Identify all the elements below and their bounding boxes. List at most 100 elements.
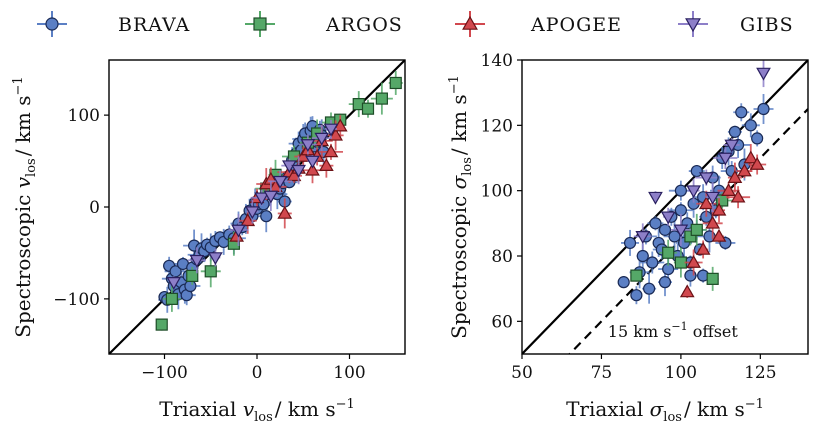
plot-area	[109, 60, 405, 354]
point-gibs	[254, 192, 269, 206]
point-brava	[643, 282, 656, 295]
point-apogee	[686, 254, 701, 268]
point-apogee	[711, 202, 727, 216]
y-tick-label: 60	[491, 312, 513, 332]
point-argos	[186, 269, 199, 283]
point-argos	[684, 230, 697, 243]
point-brava	[630, 289, 643, 302]
point-apogee	[679, 284, 695, 298]
legend-marker-argos	[253, 17, 267, 31]
point-gibs	[166, 276, 182, 290]
y-tick-label: 100	[68, 106, 100, 126]
axes-frame	[521, 59, 809, 355]
legend-marker-gibs	[685, 18, 701, 33]
offset-annotation: 15 km s−1 offset	[608, 320, 739, 341]
right-panel-dispersion: 50 75 100 125 60 80 100 120 140 Triaxial σlos / km…	[447, 51, 809, 425]
plot-area	[522, 60, 808, 354]
point-apogee	[730, 189, 746, 203]
legend-label: ARGOS	[325, 14, 403, 36]
y-axis-label: Spectroscopic σlos/ km s−1	[447, 75, 475, 339]
point-apogee	[319, 158, 334, 171]
point-gibs	[673, 224, 689, 238]
point-gibs	[231, 224, 246, 238]
point-gibs	[208, 252, 223, 266]
point-brava	[649, 217, 662, 230]
point-brava	[690, 164, 703, 178]
point-gibs	[323, 123, 339, 137]
point-argos	[375, 92, 388, 105]
y-tick-label: −100	[53, 290, 100, 310]
legend-item-brava: BRAVA	[37, 11, 190, 37]
x-axis-label: Triaxial σlos / km s−1	[566, 397, 764, 425]
point-apogee	[727, 170, 743, 183]
point-gibs	[189, 254, 205, 268]
point-gibs	[705, 191, 721, 205]
series-apogee	[679, 144, 767, 298]
point-apogee	[295, 148, 311, 162]
y-tick-label: 120	[481, 116, 513, 136]
point-gibs	[648, 191, 663, 205]
legend-item-apogee: APOGEE	[455, 11, 622, 37]
point-apogee	[229, 228, 245, 242]
legend-marker-apogee	[462, 15, 478, 30]
x-tick-label: 75	[591, 363, 613, 383]
x-tick-label: 100	[665, 363, 697, 383]
x-tick-label: 0	[252, 363, 263, 383]
y-tick-label: 140	[481, 51, 513, 71]
point-apogee	[305, 162, 320, 176]
point-argos	[630, 269, 643, 282]
point-gibs	[300, 139, 316, 153]
point-gibs	[718, 152, 733, 166]
x-tick-label: 125	[744, 363, 776, 383]
point-gibs	[245, 206, 260, 220]
point-brava	[751, 132, 764, 145]
point-apogee	[721, 183, 736, 197]
point-apogee	[711, 228, 727, 242]
point-argos	[361, 102, 375, 115]
legend-item-argos: ARGOS	[245, 11, 403, 37]
series-gibs	[633, 60, 771, 250]
point-apogee	[695, 241, 711, 255]
point-apogee	[749, 156, 765, 170]
point-argos	[155, 318, 168, 331]
point-brava	[658, 276, 672, 289]
x-axis-label: Triaxial vlos / km s−1	[159, 397, 355, 425]
point-argos	[165, 292, 178, 305]
point-apogee	[737, 163, 752, 177]
point-gibs	[263, 190, 279, 204]
point-gibs	[314, 132, 330, 146]
point-gibs	[686, 185, 701, 199]
legend-marker-brava	[45, 17, 59, 31]
point-brava	[674, 184, 687, 197]
point-apogee	[323, 144, 339, 158]
legend-label: GIBS	[740, 14, 794, 36]
point-brava	[636, 249, 649, 263]
point-gibs	[291, 164, 306, 178]
legend-label: BRAVA	[118, 14, 190, 36]
point-argos	[690, 223, 703, 236]
legend-label: APOGEE	[530, 14, 622, 36]
point-argos	[662, 246, 675, 259]
x-tick-label: −100	[141, 363, 188, 383]
point-brava	[260, 210, 273, 223]
point-gibs	[698, 172, 714, 186]
point-brava	[646, 256, 659, 269]
point-argos	[204, 265, 217, 278]
point-apogee	[698, 196, 714, 210]
y-tick-label: 100	[481, 182, 513, 202]
point-gibs	[756, 67, 771, 81]
point-brava	[169, 265, 182, 278]
point-apogee	[328, 127, 343, 141]
point-apogee	[743, 150, 759, 164]
point-gibs	[660, 211, 676, 225]
point-gibs	[724, 139, 740, 153]
point-apogee	[705, 215, 721, 229]
y-tick-label: 80	[491, 247, 513, 267]
point-brava	[623, 236, 637, 250]
point-apogee	[277, 205, 293, 219]
left-panel-velocity: −100 0 100 −100 0 100 Triaxial vlos / km s−1 Spe…	[11, 59, 406, 425]
point-brava	[728, 125, 742, 138]
legend-item-gibs: GIBS	[678, 11, 794, 37]
point-argos	[389, 76, 402, 90]
x-tick-label: 50	[511, 363, 533, 383]
